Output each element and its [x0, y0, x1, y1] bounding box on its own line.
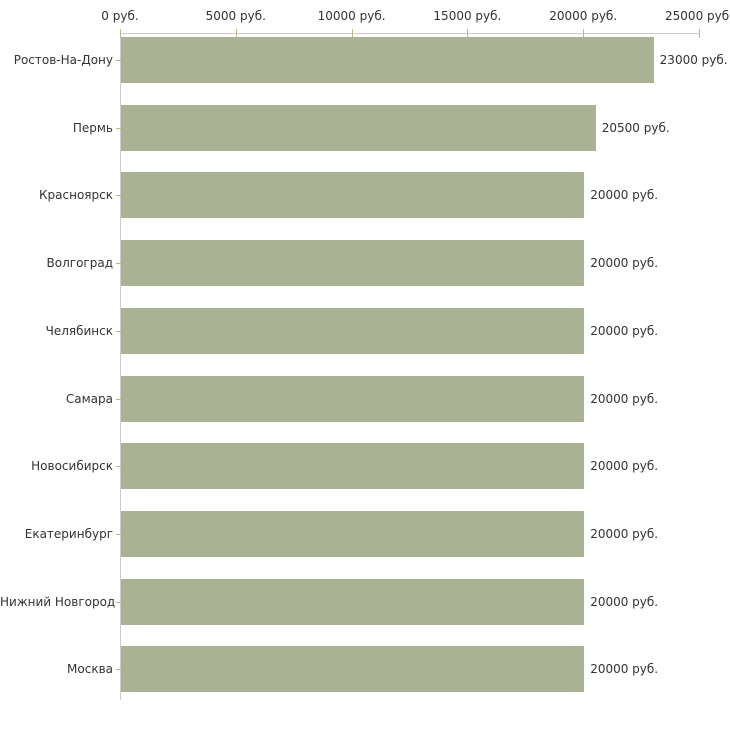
value-label: 20000 руб. — [590, 662, 659, 677]
value-label: 23000 руб. — [659, 53, 728, 67]
bar — [121, 375, 585, 422]
x-axis-tick — [120, 29, 121, 38]
category-tick — [116, 602, 121, 603]
x-axis-tick-label: 15000 руб. — [433, 9, 502, 23]
category-label: Москва — [67, 662, 113, 677]
x-axis-tick — [467, 29, 469, 38]
bar — [121, 578, 585, 625]
bar — [121, 646, 585, 693]
category-label: Нижний Новгород — [0, 594, 116, 609]
category-label: Ростов-На-Дону — [13, 53, 113, 67]
category-tick — [116, 466, 121, 467]
bar — [121, 37, 654, 83]
value-label: 20000 руб. — [590, 256, 659, 271]
category-label: Пермь — [72, 120, 113, 135]
x-axis-line — [120, 33, 700, 34]
value-label: 20000 руб. — [590, 526, 659, 541]
x-axis-tick-label: 5000 руб. — [205, 9, 266, 23]
category-tick — [116, 263, 121, 264]
category-label: Самара — [65, 391, 113, 406]
category-label: Челябинск — [45, 323, 113, 338]
bar — [121, 307, 585, 354]
category-label: Екатеринбург — [24, 526, 113, 541]
x-axis-tick — [351, 29, 353, 38]
y-axis-line — [120, 33, 121, 700]
bar — [121, 104, 596, 151]
x-axis-tick — [235, 29, 237, 38]
x-axis-tick-label: 0 руб. — [101, 9, 139, 23]
category-tick — [116, 399, 121, 400]
x-axis-tick-label: 20000 руб. — [549, 9, 618, 23]
bar — [121, 172, 585, 219]
value-label: 20000 руб. — [590, 391, 659, 406]
value-label: 20000 руб. — [590, 459, 659, 474]
bar — [121, 510, 585, 557]
category-label: Новосибирск — [31, 459, 113, 474]
bar — [121, 443, 585, 490]
category-label: Красноярск — [39, 188, 113, 203]
category-tick — [116, 534, 121, 535]
value-label: 20000 руб. — [590, 323, 659, 338]
category-tick — [116, 669, 121, 670]
bar — [121, 240, 585, 287]
x-axis-tick — [583, 29, 585, 38]
category-tick — [116, 60, 121, 61]
value-label: 20000 руб. — [590, 594, 659, 609]
category-tick — [116, 331, 121, 332]
value-label: 20500 руб. — [601, 120, 670, 135]
value-label: 20000 руб. — [590, 188, 659, 203]
x-axis-tick-label: 25000 руб. — [665, 9, 730, 23]
category-label: Волгоград — [46, 256, 113, 271]
category-tick — [116, 128, 121, 129]
x-axis-tick — [699, 29, 700, 38]
x-axis-tick-label: 10000 руб. — [317, 9, 386, 23]
category-tick — [116, 195, 121, 196]
